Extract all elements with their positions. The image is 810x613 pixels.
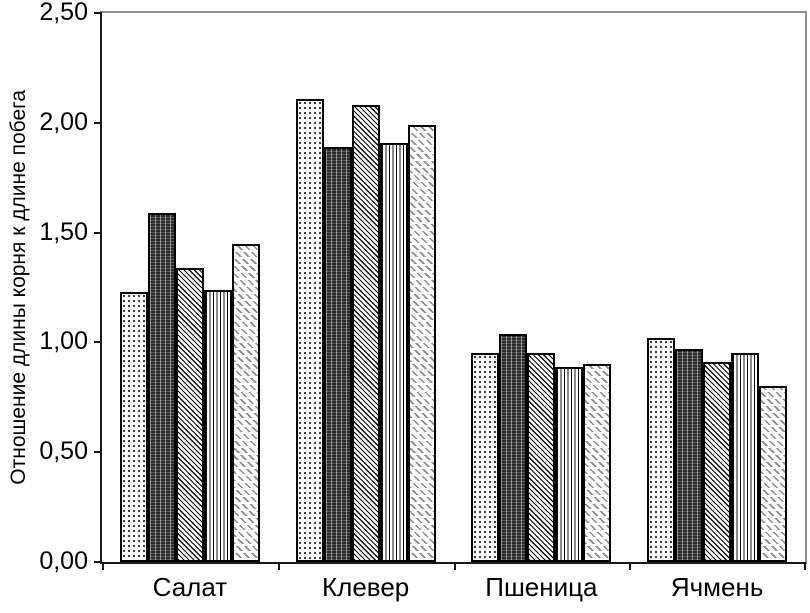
x-tick-mark [629,562,632,570]
bar-thin-diagonal-hatch [703,362,732,562]
bar-dashed-diagonal-rows [583,364,612,562]
x-category-label: Пшеница [485,572,598,602]
y-tick-mark [94,231,102,234]
y-tick-label: 1,50 [39,217,88,246]
x-tick-mark [453,562,456,570]
bar-dark-checker [323,146,352,562]
y-tick-mark [94,451,102,454]
x-tick-mark [804,562,806,570]
bar-fine-dots [647,338,676,562]
bar-vertical-stripes [203,289,232,562]
y-tick-mark [94,341,102,344]
x-tick-mark [102,562,104,570]
bar-thin-diagonal-hatch [527,353,556,562]
bar-vertical-stripes [731,353,760,562]
plot-area: 0,00 0,50 1,00 1,50 2,00 2,50 Салат Клевер Пшени… [39,0,807,600]
y-tick-mark [94,561,102,563]
x-tick-mark [277,562,280,570]
y-tick-label: 2,50 [39,0,88,26]
y-axis-title-text: Отношение длины корня к длине побега [7,90,30,485]
category-group-4 [629,13,805,562]
bar-vertical-stripes [379,142,408,562]
bar-vertical-stripes [555,366,584,562]
y-tick-mark [94,12,102,14]
bar-fine-dots [119,291,148,562]
bar-dashed-diagonal-rows [407,125,436,562]
y-tick-label: 1,00 [39,327,88,356]
category-group-1 [102,13,278,562]
y-tick-label: 0,00 [39,547,88,575]
x-category-label: Ячмень [670,572,764,602]
bar-thin-diagonal-hatch [175,267,204,562]
bar-dark-checker [675,349,704,562]
y-tick-label: 2,00 [39,107,88,136]
category-group-2 [278,13,454,562]
bar-dark-checker [499,333,528,562]
y-tick-label: 0,50 [39,437,88,466]
category-group-3 [454,13,630,562]
bar-dashed-diagonal-rows [231,243,260,562]
bar-fine-dots [295,98,324,562]
y-tick-mark [94,121,102,124]
bar-thin-diagonal-hatch [351,105,380,562]
y-axis-title: Отношение длины корня к длине побега [2,11,36,564]
bar-dark-checker [147,212,176,562]
bar-fine-dots [471,353,500,562]
x-category-label: Салат [152,572,228,602]
x-category-label: Клевер [322,572,410,602]
bar-dashed-diagonal-rows [759,386,788,562]
